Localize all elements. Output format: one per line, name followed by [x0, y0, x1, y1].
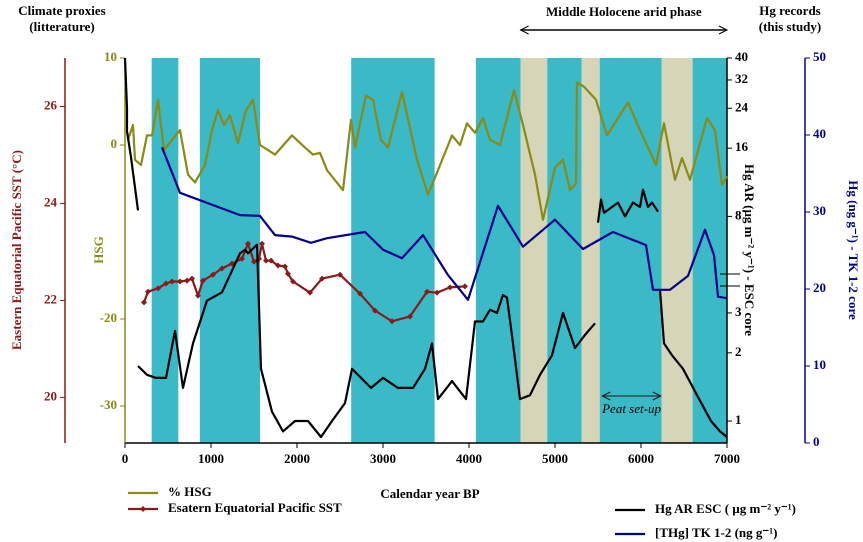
series-marker: [244, 240, 251, 247]
y-tick-label: 20: [813, 280, 826, 295]
series-marker: [155, 285, 162, 292]
series-marker: [337, 271, 343, 278]
header-left: (litterature): [29, 19, 94, 34]
x-tick-label: 4000: [456, 451, 482, 466]
arrow-head: [601, 391, 662, 401]
legend-label: Hg AR ESC ( µg m⁻² y⁻¹): [655, 501, 796, 516]
series-marker: [289, 278, 296, 285]
y-tick-label: 16: [735, 139, 749, 154]
series-marker: [424, 288, 431, 295]
series-marker: [263, 257, 270, 264]
background: [151, 58, 727, 443]
header-right: (this study): [759, 19, 822, 34]
y-tick-label: 32: [735, 71, 748, 86]
phase-band: [599, 58, 662, 443]
y-tick-label: 50: [813, 49, 826, 64]
series-marker: [268, 257, 275, 264]
x-tick-label: 1000: [198, 451, 224, 466]
x-tick-label: 6000: [628, 451, 654, 466]
y-tick-label: 3: [735, 304, 742, 319]
series-marker: [169, 278, 176, 285]
header-left: Climate proxies: [18, 3, 106, 18]
series-marker: [184, 277, 191, 284]
y-tick-label: 8: [735, 207, 742, 222]
y-tick-label: 0: [111, 136, 118, 151]
series-marker: [219, 265, 226, 272]
y-axis-title: HSG: [91, 236, 106, 263]
series-marker: [209, 271, 216, 278]
y-tick-label: 24: [735, 99, 749, 114]
y-tick-label: 24: [44, 194, 58, 209]
phase-band: [351, 58, 435, 443]
series-marker: [434, 289, 441, 296]
y-tick-label: 40: [813, 126, 826, 141]
series-marker: [177, 278, 184, 285]
y-tick-label: 40: [735, 49, 748, 64]
legend-marker: [140, 506, 146, 512]
annotation-text: Peat set-up: [601, 401, 661, 416]
legend-label: Esatern Equatorial Pacific SST: [168, 500, 342, 515]
series-marker: [251, 258, 257, 265]
y-tick-label: -20: [100, 310, 117, 325]
series-marker: [319, 275, 326, 282]
series-line: [160, 146, 728, 301]
y-tick-label: 1: [735, 412, 742, 427]
series-marker: [306, 289, 313, 296]
y-axis-title: Eastern Equatorial Pacific SST (°C): [9, 150, 24, 350]
phase-band: [581, 58, 600, 443]
series-marker: [200, 277, 207, 284]
series-marker: [461, 283, 468, 290]
series-marker: [281, 263, 288, 270]
series-line: [123, 57, 728, 439]
series-marker: [258, 240, 265, 247]
legend-label: % HSG: [168, 484, 212, 499]
x-tick-label: 5000: [542, 451, 568, 466]
x-axis-title: Calendar year BP: [380, 486, 479, 501]
y-tick-label: 10: [813, 357, 826, 372]
series-line: [126, 81, 728, 221]
series-marker: [188, 275, 195, 282]
y-tick-label: 20: [44, 388, 57, 403]
axis-break: [720, 273, 740, 287]
x-tick-label: 7000: [714, 451, 740, 466]
y-tick-label: 30: [813, 203, 826, 218]
y-tick-label: -30: [100, 397, 117, 412]
series-marker: [357, 290, 364, 297]
x-tick-label: 2000: [284, 451, 310, 466]
legend-label: [THg] TK 1-2 (ng g⁻¹): [655, 525, 777, 540]
series-marker: [144, 288, 151, 295]
y-tick-label: 0: [813, 434, 820, 449]
y-tick-label: 10: [104, 49, 117, 64]
series-marker: [238, 255, 245, 262]
y-tick-label: 26: [44, 97, 58, 112]
series-marker: [372, 307, 379, 314]
series-marker: [446, 284, 453, 291]
series-marker: [141, 299, 148, 306]
arrow-head: [519, 25, 729, 35]
y-tick-label: 22: [44, 291, 57, 306]
annotation-text: Middle Holocene arid phase: [546, 4, 702, 19]
x-tick-label: 3000: [370, 451, 396, 466]
series-marker: [284, 270, 291, 277]
y-axis-title: Hg (ng g⁻¹) - TK 1-2 core: [846, 180, 861, 320]
series-marker: [274, 262, 281, 269]
series-marker: [195, 292, 202, 299]
header-right: Hg records: [759, 3, 821, 18]
series-marker: [389, 318, 396, 325]
x-tick-label: 0: [122, 451, 129, 466]
series-marker: [163, 280, 170, 287]
y-axis-title: Hg AR (µg m⁻² y⁻¹) - ESC core: [742, 164, 757, 336]
phase-band: [661, 58, 693, 443]
series-marker: [407, 313, 414, 320]
y-tick-label: 2: [735, 344, 742, 359]
phase-band: [520, 58, 548, 443]
